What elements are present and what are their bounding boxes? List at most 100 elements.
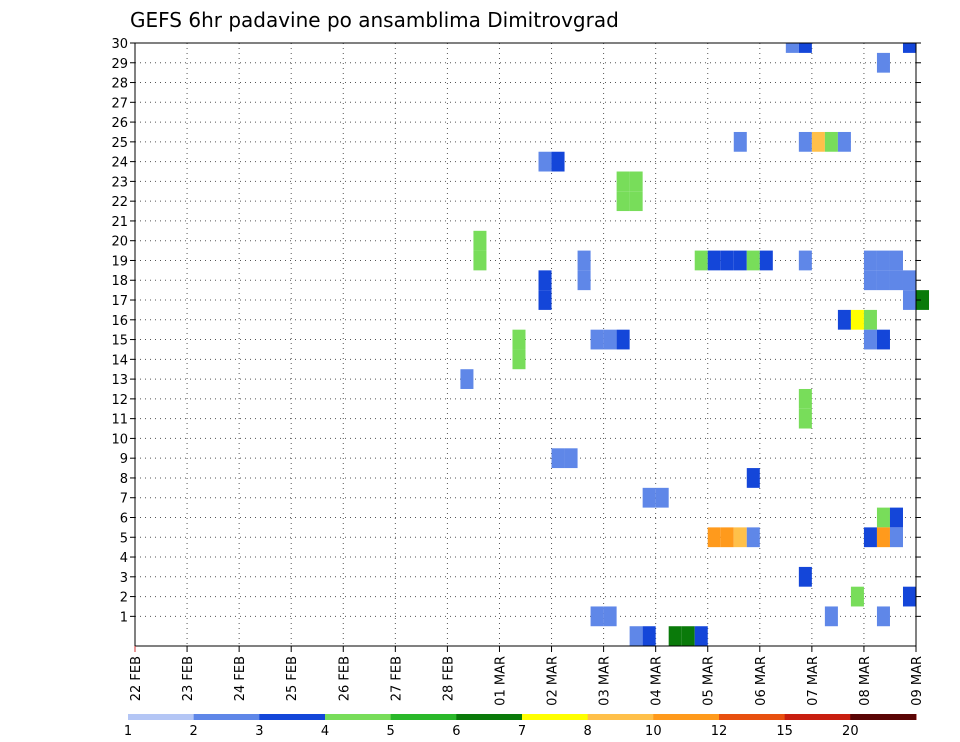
legend-label: 8 [584,724,592,739]
y-tick-label: 17 [111,294,128,309]
legend-label: 2 [190,724,198,739]
legend-label: 5 [387,724,395,739]
precipitation-cells [460,43,930,646]
y-tick-label: 12 [111,393,128,408]
precip-cell [785,43,799,53]
y-tick-label: 5 [120,531,128,546]
x-tick-label: 04 MAR [650,656,665,706]
precip-cell [551,448,565,469]
legend-swatch [653,714,720,720]
precip-cell [707,527,721,548]
legend-swatch [259,714,326,720]
precip-cell [746,468,760,488]
y-tick-label: 1 [120,610,128,625]
x-tick-label: 01 MAR [494,656,509,706]
y-axis: 1234567891011121314151617181920212223242… [111,37,921,625]
y-tick-label: 8 [120,472,128,487]
precip-cell [889,250,903,271]
x-axis: 22 FEB 23 FEB 24 FEB 25 FEB 26 FEB 27 FEB 28 F… [129,646,925,706]
precip-cell [538,270,552,291]
precip-cell [590,606,604,627]
precip-cell [590,329,604,350]
y-tick-label: 15 [111,334,128,349]
color-legend: 1 2 3 4 5 6 7 8 10 12 15 20 [124,714,917,739]
legend-label: 12 [711,724,728,739]
precip-cell [863,309,877,330]
precip-cell [863,329,877,350]
precip-cell [798,566,812,587]
precip-cell [798,388,812,409]
x-tick-label: 27 FEB [389,656,404,701]
y-tick-label: 19 [111,254,128,269]
y-tick-label: 14 [111,353,128,368]
precip-cell [473,250,487,271]
legend-label: 3 [255,724,263,739]
precip-cell [824,606,838,627]
legend-swatch [850,714,916,720]
precip-cell [916,290,930,310]
y-tick-label: 28 [111,77,128,92]
precip-cell [538,151,552,172]
legend-label: 1 [124,724,132,739]
precip-cell [603,606,617,627]
precip-cell [694,626,708,646]
precip-cell [850,309,864,330]
precip-cell [733,131,747,152]
precip-cell [850,586,864,607]
y-tick-label: 30 [111,37,128,52]
y-tick-label: 2 [120,591,128,606]
y-tick-label: 25 [111,136,128,151]
precip-cell [616,171,630,192]
precip-cell [629,626,643,646]
precip-cell [811,131,825,152]
precip-cell [863,250,877,271]
legend-swatch [193,714,260,720]
y-tick-label: 24 [111,156,128,171]
precip-cell [694,250,708,271]
precip-cell [642,487,656,508]
y-tick-label: 27 [111,96,128,111]
x-tick-label: 28 FEB [441,656,456,701]
precip-cell [577,270,591,291]
y-tick-label: 26 [111,116,128,131]
legend-label: 10 [645,724,662,739]
precip-cell [733,527,747,548]
precip-cell [798,250,812,271]
legend-label: 7 [518,724,526,739]
precip-cell [629,191,643,212]
precip-cell [668,626,682,646]
precip-cell [824,131,838,152]
precip-cell [798,131,812,152]
x-tick-label: 25 FEB [285,656,300,701]
legend-label: 15 [776,724,793,739]
precip-cell [863,270,877,291]
x-tick-label: 06 MAR [754,656,769,706]
y-tick-label: 29 [111,57,128,72]
precip-cell [681,626,695,646]
precip-cell [746,250,760,271]
precip-cell [512,329,526,350]
x-tick-label: 08 MAR [858,656,873,706]
legend-swatch [128,714,195,720]
y-tick-label: 10 [111,432,128,447]
chart-title: GEFS 6hr padavine po ansamblima Dimitrov… [130,8,619,32]
precip-cell [876,250,890,271]
legend-swatch [522,714,589,720]
y-tick-label: 9 [120,452,128,467]
precip-cell [642,626,656,646]
x-tick-label: 07 MAR [806,656,821,706]
y-tick-label: 18 [111,274,128,289]
x-tick-label: 22 FEB [129,656,144,701]
x-tick-label: 05 MAR [702,656,717,706]
precip-cell [720,527,734,548]
precip-cell [616,329,630,350]
y-tick-label: 23 [111,175,128,190]
x-tick-label: 23 FEB [181,656,196,701]
precip-cell [798,408,812,429]
x-tick-label: 02 MAR [546,656,561,706]
legend-swatch [784,714,851,720]
precip-cell [629,171,643,192]
y-tick-label: 16 [111,314,128,329]
y-tick-label: 4 [120,551,128,566]
